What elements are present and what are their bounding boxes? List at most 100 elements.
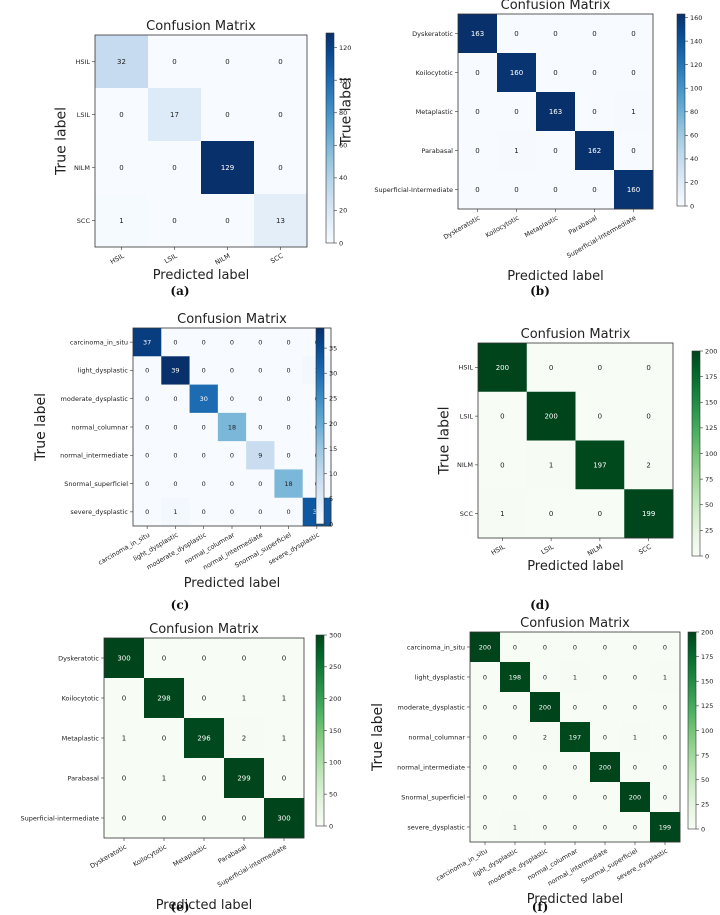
x-tick-label: Parabasal <box>567 214 598 237</box>
cell-value-label: 0 <box>543 763 547 771</box>
matrix-cell <box>104 718 145 759</box>
cell-value-label: 0 <box>225 58 229 66</box>
x-tick-label: NILM <box>214 252 232 267</box>
matrix-cell <box>590 782 621 813</box>
colorbar-tick-label: 20 <box>339 207 347 215</box>
colorbar-tick-label: 150 <box>329 727 341 735</box>
matrix-cell <box>530 812 561 843</box>
cell-value-label: 0 <box>549 364 553 372</box>
y-tick-label: Superficial-Intermediate <box>374 186 453 194</box>
cell-value-label: 0 <box>513 703 517 711</box>
cell-value-label: 9 <box>258 452 262 460</box>
cell-value-label: 0 <box>592 108 596 116</box>
cell-value-label: 0 <box>483 673 487 681</box>
matrix-cell <box>201 35 255 89</box>
matrix-cell <box>189 328 219 357</box>
matrix-cell <box>133 497 162 527</box>
x-axis-label: Predicted label <box>527 892 624 907</box>
matrix-cell <box>161 356 190 385</box>
matrix-cell <box>526 440 576 490</box>
colorbar-tick-label: 100 <box>701 727 713 735</box>
matrix-cell <box>478 440 528 490</box>
colorbar-tick-label: 200 <box>705 347 717 355</box>
matrix-cell <box>246 356 275 385</box>
y-tick-label: normal_intermediate <box>397 763 465 771</box>
matrix-cell <box>530 692 561 723</box>
matrix-cell <box>274 412 304 442</box>
matrix-cell <box>189 412 219 442</box>
chart-title: Confusion Matrix <box>520 616 630 631</box>
cell-value-label: 1 <box>119 217 123 225</box>
cell-value-label: 0 <box>202 452 206 460</box>
matrix-cell <box>458 53 498 93</box>
y-tick-label: HSIL <box>75 58 90 66</box>
colorbar-tick-label: 200 <box>701 628 713 636</box>
cell-value-label: 0 <box>513 793 517 801</box>
matrix-cell <box>620 632 651 663</box>
y-tick-label: LSIL <box>77 111 91 119</box>
cell-value-label: 1 <box>573 673 577 681</box>
cell-value-label: 0 <box>646 413 650 421</box>
cell-value-label: 0 <box>475 108 479 116</box>
colorbar-tick-label: 20 <box>690 179 698 187</box>
matrix-cell <box>536 92 576 132</box>
matrix-cell <box>458 131 498 171</box>
cell-value-label: 0 <box>631 30 635 38</box>
y-tick-label: HSIL <box>458 364 473 372</box>
colorbar-tick-label: 0 <box>690 202 694 210</box>
cell-value-label: 0 <box>663 733 667 741</box>
cell-value-label: 0 <box>514 30 518 38</box>
x-tick-label: HSIL <box>490 543 507 557</box>
matrix-cell <box>470 812 501 843</box>
matrix-cell <box>560 812 591 843</box>
cell-value-label: 0 <box>278 111 282 119</box>
chart-title: Confusion Matrix <box>521 327 631 342</box>
colorbar-tick-label: 75 <box>705 475 713 483</box>
cell-value-label: 0 <box>173 452 177 460</box>
cell-value-label: 0 <box>230 508 234 516</box>
matrix-cell <box>274 441 304 470</box>
cell-value-label: 17 <box>170 111 179 119</box>
matrix-cell <box>458 14 498 54</box>
cell-value-label: 0 <box>122 774 126 782</box>
caption-b: (b) <box>530 284 550 298</box>
matrix-cell <box>470 632 501 663</box>
cell-value-label: 0 <box>663 763 667 771</box>
matrix-cell <box>224 798 265 839</box>
colorbar <box>315 634 325 827</box>
cell-value-label: 0 <box>603 823 607 831</box>
matrix-cell <box>614 14 654 54</box>
cell-value-label: 0 <box>145 367 149 375</box>
cell-value-label: 0 <box>553 69 557 77</box>
matrix-cell <box>536 170 576 210</box>
cell-value-label: 296 <box>197 734 211 742</box>
matrix-cell <box>264 798 305 839</box>
cell-value-label: 0 <box>633 703 637 711</box>
cell-value-label: 0 <box>287 367 291 375</box>
cell-value-label: 18 <box>228 423 236 431</box>
cell-value-label: 0 <box>573 703 577 711</box>
cell-value-label: 2 <box>242 734 246 742</box>
colorbar-tick-label: 40 <box>690 155 698 163</box>
colorbar-tick-label: 60 <box>339 142 347 150</box>
cell-value-label: 0 <box>230 395 234 403</box>
cell-value-label: 200 <box>479 643 491 651</box>
x-tick-label: Dyskeratotic <box>89 843 129 871</box>
colorbar-tick-label: 0 <box>329 520 333 528</box>
cell-value-label: 1 <box>282 734 286 742</box>
cell-value-label: 0 <box>122 814 126 822</box>
cell-value-label: 160 <box>627 186 640 194</box>
matrix-cell <box>133 328 162 357</box>
matrix-cell <box>161 412 190 442</box>
cell-value-label: 0 <box>543 673 547 681</box>
cell-value-label: 0 <box>631 147 635 155</box>
matrix-cell <box>530 662 561 693</box>
matrix-cell <box>650 782 681 813</box>
cell-value-label: 200 <box>599 763 611 771</box>
cell-value-label: 2 <box>646 461 650 469</box>
colorbar-tick-label: 0 <box>701 825 705 833</box>
colorbar-tick-label: 100 <box>339 77 351 85</box>
colorbar-tick-label: 0 <box>339 239 343 247</box>
matrix-cell <box>575 170 615 210</box>
cell-value-label: 0 <box>282 774 286 782</box>
